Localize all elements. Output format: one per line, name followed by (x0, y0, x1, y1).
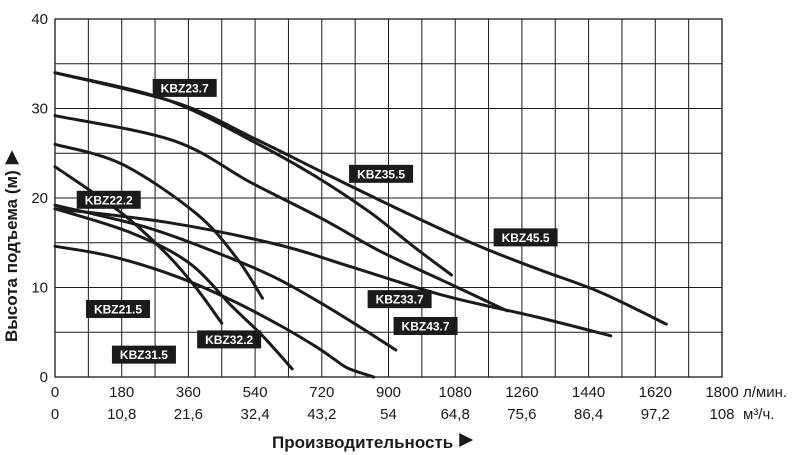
x-axis-title: Производительность (272, 433, 453, 452)
x-tick-label-secondary: 97,2 (641, 406, 670, 423)
curve-kbz31-5 (53, 207, 294, 371)
y-tick-label: 30 (31, 101, 48, 118)
x-tick-label: 720 (309, 384, 334, 401)
grid (54, 18, 723, 378)
x-tick-label-secondary: 32,4 (240, 406, 269, 423)
x-tick-label: 1440 (572, 384, 605, 401)
series-label-text: KBZ35.5 (357, 167, 405, 181)
x-tick-label: 1620 (639, 384, 672, 401)
x-tick-label: 180 (109, 384, 134, 401)
series-label-kbz35-5: KBZ35.5 (349, 164, 414, 183)
x-unit-primary: л/мин. (743, 384, 787, 401)
x-tick-label-secondary: 10,8 (107, 406, 136, 423)
x-tick-label: 900 (376, 384, 401, 401)
series-label-box (111, 345, 176, 364)
series-label-kbz43-7: KBZ43.7 (393, 316, 458, 335)
x-tick-label: 1080 (439, 384, 472, 401)
series-label-kbz32-2: KBZ32.2 (197, 330, 262, 349)
x-tick-label: 1260 (505, 384, 538, 401)
x-tick-label-secondary: 86,4 (574, 406, 603, 423)
x-tick-label-secondary: 54 (380, 406, 397, 423)
curve-kbz45-5 (53, 71, 668, 326)
curve-kbz33-7 (53, 244, 376, 379)
x-tick-label: 0 (51, 384, 59, 401)
series-label-box (393, 316, 458, 335)
series-label-text: KBZ21.5 (94, 302, 142, 316)
series-label-box (152, 78, 217, 97)
x-tick-label-secondary: 43,2 (307, 406, 336, 423)
plot-frame (54, 18, 723, 378)
y-tick-label: 0 (40, 369, 48, 386)
x-unit-secondary: м³/ч. (743, 406, 774, 423)
series-label-text: KBZ22.2 (85, 193, 133, 207)
x-tick-label: 540 (243, 384, 268, 401)
series-curves (53, 71, 668, 379)
x-tick-label: 360 (176, 384, 201, 401)
y-tick-labels: 0 10 20 30 40 (31, 11, 48, 386)
x-axis-arrow-icon (459, 433, 474, 447)
series-label-text: KBZ23.7 (161, 81, 209, 95)
y-tick-label: 10 (31, 280, 48, 297)
x-tick-labels-primary: 0 180 360 540 720 900 1080 1260 1440 1620 1800 (51, 384, 739, 401)
curve-kbz35-5 (53, 114, 509, 313)
series-label-box (493, 228, 558, 247)
x-tick-label-secondary: 0 (51, 406, 59, 423)
series-label-kbz22-2: KBZ22.2 (76, 190, 141, 209)
x-tick-label: 1800 (705, 384, 738, 401)
x-tick-label-secondary: 64,8 (441, 406, 470, 423)
y-axis-title: Высота подъема (м) (2, 170, 21, 342)
series-label-box (85, 299, 150, 318)
series-label-box (76, 190, 141, 209)
series-label-box (367, 290, 432, 309)
series-labels: KBZ23.7 KBZ35.5 KBZ45.5 KBZ22.2 KBZ21.5 KBZ31… (76, 78, 558, 364)
series-label-text: KBZ43.7 (402, 319, 450, 333)
x-tick-label-secondary: 21,6 (174, 406, 203, 423)
series-label-text: KBZ45.5 (502, 231, 550, 245)
x-tick-label-secondary: 75,6 (507, 406, 536, 423)
x-tick-labels-secondary: 0 10,8 21,6 32,4 43,2 54 64,8 75,6 86,4 97,2 108 (51, 406, 735, 423)
series-label-box (197, 330, 262, 349)
curve-kbz22-2 (53, 142, 264, 300)
x-tick-label-secondary: 108 (709, 406, 734, 423)
series-label-kbz21-5: KBZ21.5 (85, 299, 150, 318)
y-tick-label: 40 (31, 11, 48, 28)
y-tick-label: 20 (31, 190, 48, 207)
series-label-kbz33-7: KBZ33.7 (367, 290, 432, 309)
series-label-text: KBZ33.7 (376, 293, 424, 307)
curve-kbz43-7 (53, 207, 613, 338)
y-axis-arrow-icon (5, 150, 19, 165)
series-label-text: KBZ31.5 (120, 348, 168, 362)
series-label-kbz31-5: KBZ31.5 (111, 345, 176, 364)
series-label-box (349, 164, 414, 183)
curve-kbz32-2 (53, 203, 398, 352)
series-label-text: KBZ32.2 (205, 333, 253, 347)
series-label-kbz23-7: KBZ23.7 (152, 78, 217, 97)
series-label-kbz45-5: KBZ45.5 (493, 228, 558, 247)
